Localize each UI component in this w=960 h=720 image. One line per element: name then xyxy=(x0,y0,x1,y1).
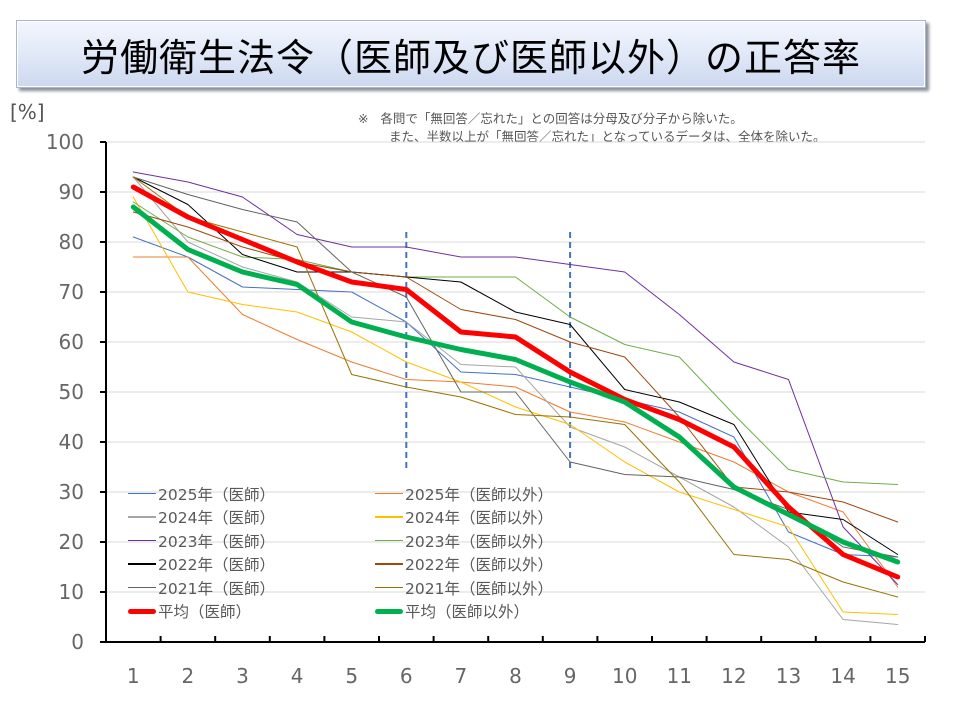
footnote: ※ 各問で「無回答／忘れた」との回答は分母及び分子から除いた。 また、半数以上が… xyxy=(358,110,826,146)
legend: 2025年（医師） 2024年（医師） 2023年（医師） 2022年（医師） 2021… xyxy=(128,482,588,627)
series-line xyxy=(132,176,899,555)
x-tick-label: 5 xyxy=(345,664,358,688)
y-axis-unit-label: [%] xyxy=(10,100,45,124)
x-tick-label: 4 xyxy=(291,664,304,688)
series-line xyxy=(132,176,899,625)
y-tick-label: 10 xyxy=(59,580,84,604)
reference-lines xyxy=(405,232,572,470)
legend-swatch xyxy=(128,586,156,589)
y-tick-label: 80 xyxy=(59,230,84,254)
legend-swatch xyxy=(128,539,156,542)
legend-item: 2021年（医師） xyxy=(128,576,275,599)
legend-label: 2022年（医師） xyxy=(158,556,275,574)
y-tick-label: 50 xyxy=(59,380,84,404)
y-tick-label: 60 xyxy=(59,330,84,354)
y-tick-label: 20 xyxy=(59,530,84,554)
legend-label: 平均（医師以外） xyxy=(405,603,530,621)
series-lines xyxy=(130,171,901,625)
legend-item: 平均（医師） xyxy=(128,600,251,623)
footnote-line-1: ※ 各問で「無回答／忘れた」との回答は分母及び分子から除いた。 xyxy=(358,110,826,128)
y-tick-label: 30 xyxy=(59,480,84,504)
legend-swatch xyxy=(375,586,403,589)
legend-item: 2025年（医師） xyxy=(128,482,275,505)
legend-swatch xyxy=(128,492,156,495)
x-tick-label: 10 xyxy=(612,664,637,688)
x-tick-label: 8 xyxy=(509,664,522,688)
chart-title: 労働衛生法令（医師及び医師以外）の正答率 xyxy=(80,35,861,80)
series-line xyxy=(132,196,899,615)
legend-item: 2025年（医師以外） xyxy=(375,482,553,505)
x-tick-label: 15 xyxy=(885,664,910,688)
legend-label: 2022年（医師以外） xyxy=(405,556,553,574)
legend-swatch xyxy=(128,516,156,518)
legend-label: 2025年（医師） xyxy=(158,485,275,504)
x-tick-label: 13 xyxy=(776,664,801,688)
legend-label: 2024年（医師） xyxy=(158,509,275,527)
legend-swatch xyxy=(128,563,156,565)
legend-label: 平均（医師） xyxy=(158,603,252,621)
legend-swatch xyxy=(375,516,403,518)
series-line xyxy=(132,236,899,558)
legend-item: 2024年（医師以外） xyxy=(375,506,553,529)
title-banner: 労働衛生法令（医師及び医師以外）の正答率 xyxy=(16,20,926,88)
y-tick-label: 0 xyxy=(71,630,84,654)
axes xyxy=(100,141,926,643)
legend-item: 2024年（医師） xyxy=(128,506,275,529)
legend-swatch xyxy=(375,492,403,495)
y-tick-label: 90 xyxy=(59,180,84,204)
gridlines xyxy=(106,141,925,593)
legend-swatch xyxy=(375,563,403,565)
y-tick-label: 100 xyxy=(46,130,84,154)
legend-item: 2023年（医師以外） xyxy=(375,529,553,552)
footnote-line-2: また、半数以上が「無回答／忘れた」となっているデータは、全体を除いた。 xyxy=(389,129,826,144)
legend-swatch xyxy=(375,539,403,542)
legend-label: 2021年（医師以外） xyxy=(405,579,553,598)
footnote-text-1: 各問で「無回答／忘れた」との回答は分母及び分子から除いた。 xyxy=(380,111,743,126)
x-tick-label: 9 xyxy=(564,664,577,688)
y-tick-labels: 0 10 20 30 40 50 60 70 80 90 100 xyxy=(46,130,84,654)
legend-item: 2021年（医師以外） xyxy=(375,576,553,599)
x-tick-label: 3 xyxy=(236,664,249,688)
legend-label: 2024年（医師以外） xyxy=(405,509,553,527)
y-tick-label: 40 xyxy=(59,430,84,454)
x-tick-label: 12 xyxy=(721,664,746,688)
legend-item: 2023年（医師） xyxy=(128,529,275,552)
legend-item: 2022年（医師以外） xyxy=(375,553,553,576)
x-tick-label: 14 xyxy=(830,664,855,688)
legend-swatch xyxy=(375,608,403,614)
legend-label: 2025年（医師以外） xyxy=(405,485,553,504)
footnote-mark: ※ xyxy=(358,111,369,126)
legend-label: 2021年（医師） xyxy=(158,579,275,598)
x-tick-label: 1 xyxy=(127,664,140,688)
x-tick-labels: 1 2 3 4 5 6 7 8 9 10 11 12 13 14 15 xyxy=(127,664,910,688)
series-line xyxy=(132,201,899,485)
legend-label: 2023年（医師） xyxy=(158,532,275,551)
series-line xyxy=(132,171,899,585)
x-tick-label: 6 xyxy=(400,664,413,688)
series-line xyxy=(132,176,899,598)
y-tick-label: 70 xyxy=(59,280,84,304)
series-line xyxy=(130,204,901,565)
legend-swatch xyxy=(128,608,156,614)
x-tick-label: 11 xyxy=(667,664,692,688)
x-tick-label: 7 xyxy=(455,664,468,688)
legend-label: 2023年（医師以外） xyxy=(405,532,553,551)
legend-item: 平均（医師以外） xyxy=(375,600,529,623)
x-tick-label: 2 xyxy=(182,664,195,688)
legend-item: 2022年（医師） xyxy=(128,553,275,576)
series-line xyxy=(130,184,901,580)
